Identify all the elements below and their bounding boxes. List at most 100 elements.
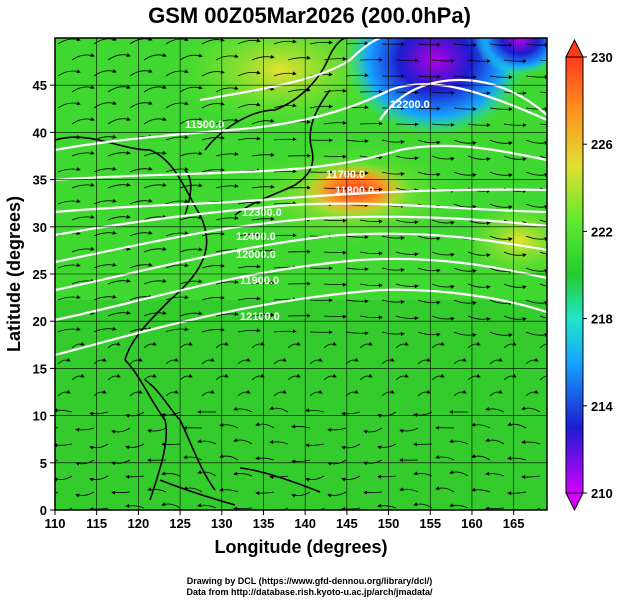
wind-arrow [147,487,167,493]
wind-arrow [291,424,311,429]
wind-arrow [453,107,477,112]
wind-arrow [323,218,347,223]
wind-arrow [485,506,505,510]
wind-arrow [57,357,71,365]
wind-arrow [55,507,73,510]
map-title: GSM 00Z05Mar2026 (200.0hPa) [148,3,471,28]
wind-arrow [201,101,225,109]
wind-arrow [129,230,153,237]
wind-arrow [525,389,539,397]
wind-arrow [539,343,547,349]
wind-arrow [489,43,513,48]
wind-arrow [93,230,117,237]
wind-arrow [539,187,547,191]
x-tick-label: 125 [169,516,191,531]
wind-arrow [179,215,203,221]
wind-arrow [107,53,131,61]
wind-arrow [237,38,261,45]
wind-arrow [237,264,261,269]
wind-arrow [467,373,481,381]
wind-arrow [539,251,547,255]
y-axis-label: Latitude (degrees) [4,196,24,352]
wind-arrow [125,443,145,450]
wind-arrow [273,137,297,142]
wind-arrow [323,88,347,93]
wind-arrow [273,71,297,77]
wind-arrow [341,475,361,482]
wind-arrow [503,59,527,64]
x-tick-label: 135 [253,516,275,531]
wind-arrow [431,315,455,321]
wind-arrow [273,201,297,206]
wind-arrow [273,169,297,174]
wind-arrow [237,296,261,301]
contour-label: 12300.0 [242,207,282,219]
wind-arrow [539,315,547,319]
wind-arrow [467,187,491,194]
wind-arrow [165,101,189,109]
wind-arrow [179,151,203,157]
wind-arrow [71,53,95,61]
wind-arrow [129,198,153,205]
contour-label: 12000.0 [236,249,276,261]
wind-arrow [57,167,81,173]
wind-arrow [93,294,117,301]
wind-arrow [233,506,253,510]
x-tick-label: 160 [461,516,483,531]
wind-arrow [57,263,81,269]
wind-arrow [431,155,455,161]
wind-arrow [341,411,361,416]
wind-arrow [453,139,477,146]
x-tick-label: 115 [86,516,107,531]
y-tick-label: 25 [33,267,47,282]
wind-arrow [107,150,131,157]
wind-arrow [251,118,275,125]
wind-arrow [269,406,289,413]
wind-arrow [273,39,297,45]
wind-arrow [251,54,275,61]
wind-arrow [201,69,225,77]
wind-arrow [165,231,189,237]
wind-arrow [417,42,441,47]
wind-arrow [201,38,225,45]
wind-arrow [417,139,441,145]
wind-arrow [93,262,117,269]
wind-arrow [197,503,217,509]
wind-arrow [467,219,491,226]
wind-arrow [525,171,547,178]
wind-arrow [143,373,157,381]
wind-arrow [161,502,181,509]
wind-arrow [273,329,297,334]
wind-arrow [89,443,109,450]
wind-arrow [341,443,361,450]
wind-arrow [165,389,179,397]
wind-arrow [287,55,311,61]
y-axis: 0 5 10 15 20 25 30 35 40 45 [33,78,55,518]
wind-arrow [417,331,441,337]
wind-arrow [453,75,477,80]
wind-arrow [507,491,527,496]
wind-arrow [305,475,325,482]
colorbar-label: 222 [591,224,613,239]
wind-arrow [165,69,189,77]
wind-arrow [309,40,333,45]
wind-arrow [431,122,455,127]
wind-arrow [341,507,361,510]
wind-arrow [251,216,275,221]
wind-arrow [395,155,419,161]
wind-arrow [323,282,347,287]
wind-arrow [345,331,369,336]
wind-arrow [201,167,225,173]
wind-arrow [201,327,225,333]
wind-arrow [201,295,225,301]
wind-arrow [381,267,405,273]
wind-arrow [107,117,131,125]
wind-arrow [503,251,527,258]
wind-arrow [345,139,369,144]
wind-arrow [399,427,419,433]
wind-arrow [129,38,153,45]
wind-arrow [485,471,505,477]
wind-arrow [377,443,397,450]
wind-arrow [93,389,107,397]
x-tick-label: 130 [211,516,233,531]
